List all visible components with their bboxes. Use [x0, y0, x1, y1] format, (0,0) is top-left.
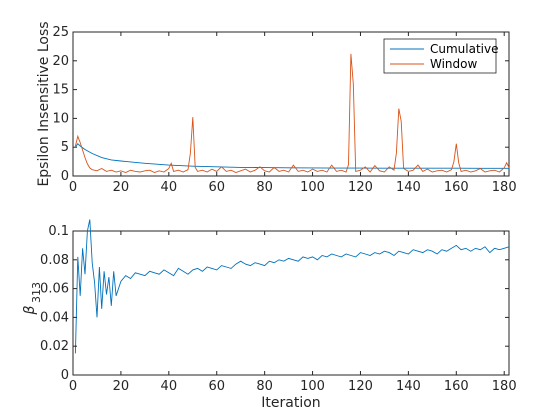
bottom-ticks-group: 0 20 40 60 80 100 120 140 160 180 0 0.02 0.04 0.06 0.0…: [40, 224, 517, 394]
bottom-y-tick-label: 0.1: [48, 224, 69, 239]
bottom-x-tick-label: 40: [161, 379, 178, 394]
bottom-x-tick-label: 20: [113, 379, 130, 394]
top-x-tick-label: 120: [348, 180, 373, 195]
legend: Cumulative Window: [383, 38, 499, 74]
bottom-series-group: [74, 219, 510, 354]
top-y-tick-label: 15: [52, 83, 69, 98]
top-y-axis-label: Epsilon Insensitive Loss: [36, 21, 52, 186]
bottom-x-tick-label: 100: [300, 379, 325, 394]
legend-label-window: Window: [430, 57, 478, 71]
top-y-tick-label: 20: [52, 54, 69, 69]
bottom-y-axis-label: β 313: [22, 282, 43, 315]
bottom-x-tick-label: 60: [208, 379, 225, 394]
top-y-tick-label: 5: [61, 140, 69, 155]
bottom-x-tick-label: 180: [492, 379, 517, 394]
top-x-tick-label: 20: [113, 180, 130, 195]
top-x-tick-label: 180: [492, 180, 517, 195]
bottom-axes: 0 20 40 60 80 100 120 140 160 180 0 0.02 0.04 0.06 0.0…: [22, 219, 517, 411]
bottom-y-tick-label: 0.08: [40, 253, 69, 268]
bottom-x-axis-label: Iteration: [261, 395, 320, 411]
bottom-x-tick-label: 0: [69, 379, 77, 394]
bottom-x-tick-label: 80: [256, 379, 273, 394]
bottom-y-tick-label: 0.02: [40, 339, 69, 354]
top-x-tick-label: 40: [161, 180, 178, 195]
bottom-series-line-series-0: [74, 219, 510, 354]
top-series-line-cumulative: [75, 143, 509, 169]
top-x-tick-label: 100: [300, 180, 325, 195]
legend-label-cumulative: Cumulative: [430, 42, 499, 56]
top-series-line-window: [74, 53, 510, 173]
top-x-tick-label: 60: [208, 180, 225, 195]
top-axes: 0 20 40 60 80 100 120 140 160 180 0 5 10 15 20 25 Epsil…: [36, 21, 517, 195]
top-y-tick-label: 25: [52, 25, 69, 40]
bottom-x-tick-label: 140: [396, 379, 421, 394]
top-y-tick-label: 0: [61, 169, 69, 184]
bottom-x-tick-label: 160: [444, 379, 469, 394]
bottom-y-tick-label: 0.06: [40, 282, 69, 297]
bottom-x-tick-label: 120: [348, 379, 373, 394]
top-x-tick-label: 140: [396, 180, 421, 195]
top-x-tick-label: 80: [256, 180, 273, 195]
top-y-tick-label: 10: [52, 111, 69, 126]
top-x-tick-label: 0: [69, 180, 77, 195]
bottom-y-axis-label-subscript: 313: [30, 282, 43, 303]
top-x-tick-label: 160: [444, 180, 469, 195]
top-series-group: [74, 53, 510, 173]
top-ticks-group: 0 20 40 60 80 100 120 140 160 180 0 5 10 15 20 25: [52, 25, 516, 195]
bottom-y-tick-label: 0.04: [40, 310, 69, 325]
bottom-y-tick-label: 0: [61, 368, 69, 383]
bottom-axes-frame: [72, 230, 510, 376]
legend-box: [383, 38, 497, 74]
bottom-y-axis-label-symbol: β: [22, 305, 38, 315]
